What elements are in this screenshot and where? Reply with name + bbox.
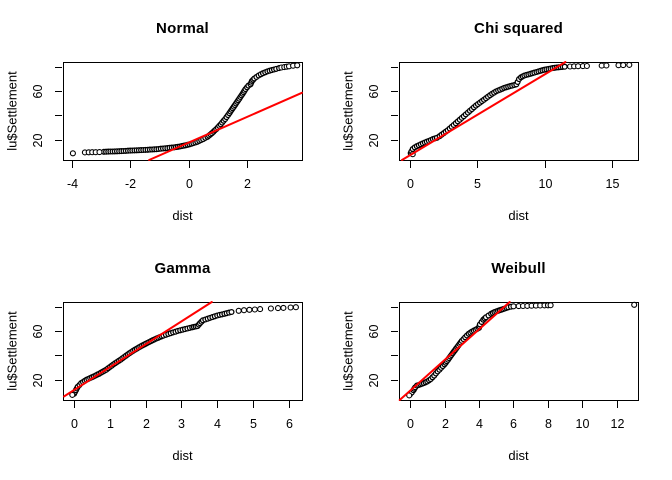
data-point bbox=[257, 306, 264, 313]
plot-frame bbox=[399, 62, 639, 161]
data-point bbox=[240, 307, 248, 314]
data-point bbox=[246, 306, 253, 313]
plot-area-chi-squared: 0 5 10 15 20 60 bbox=[367, 61, 639, 191]
plot-frame bbox=[63, 302, 303, 401]
data-point bbox=[235, 307, 242, 314]
x-axis-label: dist bbox=[508, 208, 529, 223]
x-tick-label: 15 bbox=[606, 177, 620, 191]
data-point bbox=[603, 62, 610, 69]
x-tick-label: -4 bbox=[67, 177, 78, 191]
x-tick-label: 6 bbox=[286, 417, 293, 431]
qq-panel-weibull: 0 2 4 6 8 10 12 20 60 Weibull lu$Settlement dist bbox=[336, 240, 672, 480]
data-point bbox=[626, 61, 633, 68]
data-point bbox=[96, 149, 103, 156]
x-tick-label: 5 bbox=[250, 417, 257, 431]
data-point bbox=[575, 63, 582, 70]
plot-area-normal: -4 -2 0 2 20 60 bbox=[31, 62, 303, 191]
data-point bbox=[287, 304, 294, 311]
x-tick-label: 4 bbox=[214, 417, 221, 431]
x-tick-label: 10 bbox=[539, 177, 553, 191]
y-axis-label: lu$Settlement bbox=[340, 311, 356, 391]
data-point bbox=[631, 301, 638, 308]
y-tick-label: 60 bbox=[31, 85, 45, 99]
data-point bbox=[561, 63, 568, 70]
data-point bbox=[583, 62, 590, 70]
x-tick-label: 8 bbox=[545, 417, 552, 431]
data-point bbox=[251, 306, 258, 313]
x-axis-label: dist bbox=[172, 448, 193, 463]
x-tick-label: 10 bbox=[576, 417, 590, 431]
plot-area-weibull: 0 2 4 6 8 10 12 20 60 bbox=[367, 301, 639, 431]
y-tick-label: 60 bbox=[367, 85, 381, 99]
qq-line bbox=[148, 91, 303, 161]
data-point bbox=[292, 304, 299, 311]
plot-area-gamma: 0 1 2 3 4 5 6 20 60 bbox=[31, 301, 303, 431]
y-tick-label: 20 bbox=[367, 134, 381, 148]
x-tick-label: 12 bbox=[611, 417, 625, 431]
y-tick-label: 60 bbox=[367, 325, 381, 339]
x-tick-label: 0 bbox=[71, 417, 78, 431]
plot-frame bbox=[399, 302, 639, 401]
x-tick-label: 0 bbox=[407, 177, 414, 191]
data-point bbox=[280, 304, 287, 311]
y-axis-label: lu$Settlement bbox=[4, 71, 20, 151]
y-tick-label: 20 bbox=[367, 374, 381, 388]
y-tick-label: 20 bbox=[31, 134, 45, 148]
panel-title-gamma: Gamma bbox=[154, 260, 211, 277]
panel-title-chi-squared: Chi squared bbox=[474, 20, 563, 37]
x-tick-label: 1 bbox=[107, 417, 114, 431]
x-tick-label: 5 bbox=[474, 177, 481, 191]
x-tick-label: 2 bbox=[442, 417, 449, 431]
data-point bbox=[547, 302, 554, 309]
qq-panel-gamma: 0 1 2 3 4 5 6 20 60 Gamma lu$Settlement dist bbox=[0, 240, 336, 480]
data-point bbox=[510, 303, 517, 310]
qq-line bbox=[63, 301, 213, 398]
x-tick-label: 0 bbox=[186, 177, 193, 191]
y-tick-label: 20 bbox=[31, 374, 45, 388]
qq-line bbox=[398, 301, 511, 401]
data-point bbox=[69, 150, 76, 157]
x-axis-label: dist bbox=[508, 448, 529, 463]
panel-title-normal: Normal bbox=[156, 20, 209, 37]
x-tick-label: -2 bbox=[125, 177, 136, 191]
data-point bbox=[267, 305, 274, 312]
data-point bbox=[620, 62, 627, 69]
x-tick-label: 2 bbox=[244, 177, 251, 191]
x-tick-label: 6 bbox=[510, 417, 517, 431]
x-tick-label: 3 bbox=[178, 417, 185, 431]
data-point bbox=[406, 392, 413, 399]
x-axis-label: dist bbox=[172, 208, 193, 223]
qq-line bbox=[401, 61, 567, 161]
y-tick-label: 60 bbox=[31, 325, 45, 339]
x-tick-label: 2 bbox=[143, 417, 150, 431]
data-point bbox=[69, 391, 76, 398]
qq-panel-chi-squared: 0 5 10 15 20 60 Chi squared lu$Settlement dis… bbox=[336, 0, 672, 240]
x-tick-label: 0 bbox=[407, 417, 414, 431]
qq-panel-normal: -4 -2 0 2 20 60 Normal lu$Settlement dist bbox=[0, 0, 336, 240]
plot-frame bbox=[63, 62, 303, 161]
y-axis-label: lu$Settlement bbox=[340, 71, 356, 151]
data-point bbox=[294, 62, 301, 69]
data-point bbox=[274, 305, 282, 312]
panel-title-weibull: Weibull bbox=[491, 260, 546, 277]
x-tick-label: 4 bbox=[476, 417, 483, 431]
y-axis-label: lu$Settlement bbox=[4, 311, 20, 391]
data-point bbox=[228, 308, 235, 316]
